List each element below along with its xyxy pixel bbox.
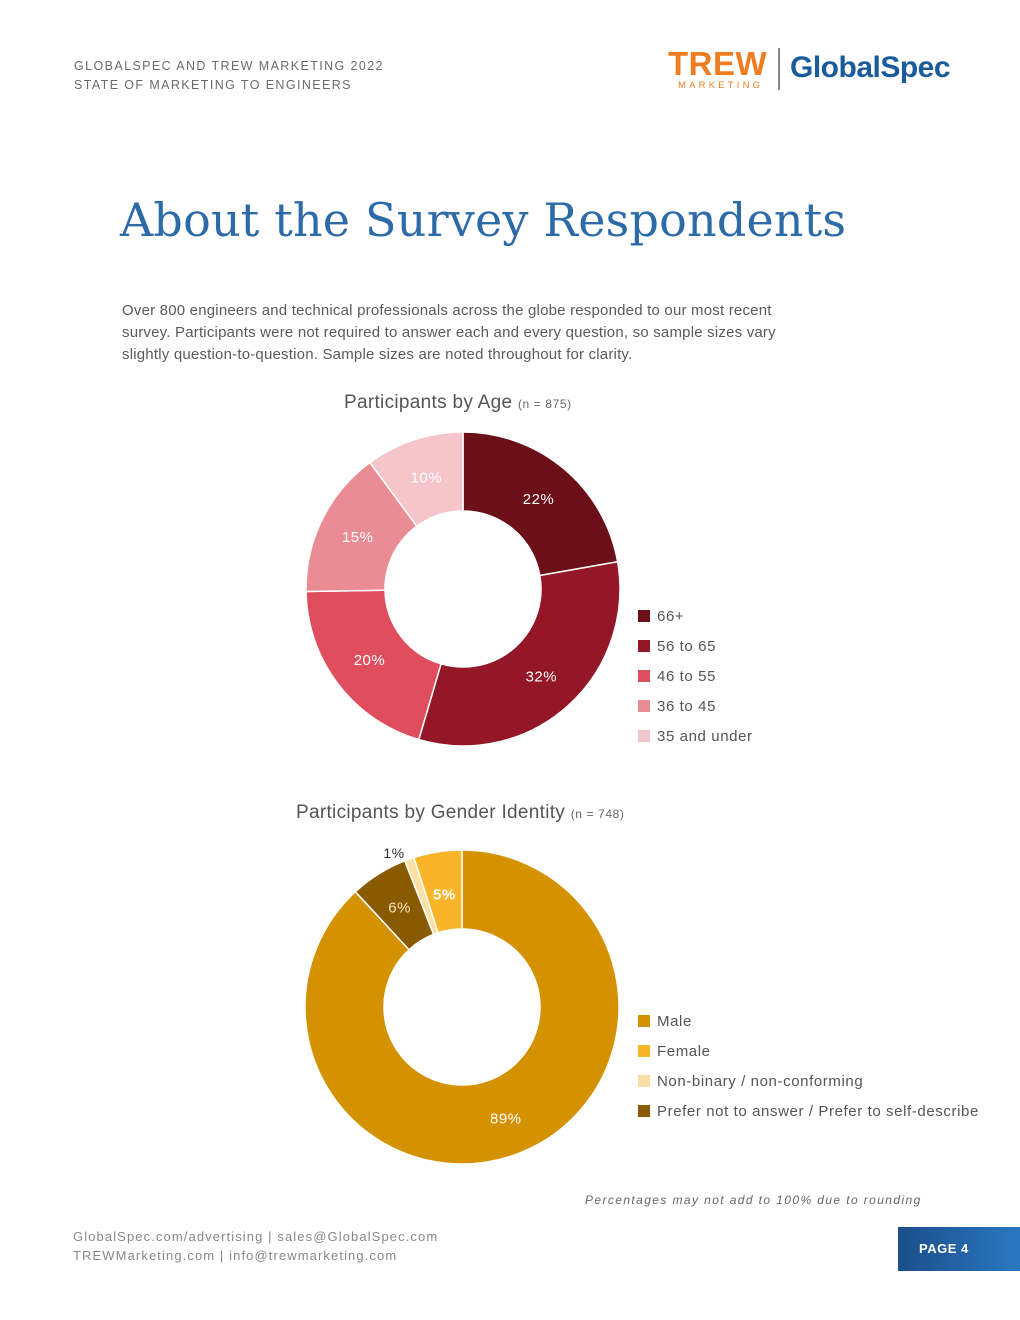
donut-slice (305, 589, 442, 741)
legend-item: Female (638, 1036, 979, 1066)
logos: TREW MARKETING GlobalSpec (668, 46, 958, 94)
donut-slice (462, 431, 619, 577)
slice-label: 32% (526, 669, 558, 686)
legend-label: 66+ (657, 607, 685, 625)
slice-label: 5% (433, 886, 456, 903)
header-text: GLOBALSPEC AND TREW MARKETING 2022 STATE… (74, 57, 384, 95)
donut-slice (417, 560, 621, 747)
legend-swatch (638, 610, 650, 622)
slice-label: 20% (354, 652, 386, 669)
legend-item: 56 to 65 (638, 631, 753, 661)
legend-swatch (638, 1045, 650, 1057)
donut-slice (304, 849, 620, 1165)
legend-item: Male (638, 1006, 979, 1036)
gender-chart-legend: Male Female Non-binary / non-conforming Pre… (638, 1006, 979, 1126)
legend-swatch (638, 640, 650, 652)
legend-label: 46 to 55 (657, 667, 717, 685)
legend-swatch (638, 700, 650, 712)
globalspec-logo: GlobalSpec (790, 51, 951, 84)
slice-label: 10% (411, 469, 443, 486)
legend-swatch (638, 670, 650, 682)
age-chart-legend: 66+ 56 to 65 46 to 55 36 to 45 35 and under (638, 601, 753, 751)
donut-slice (413, 849, 463, 934)
slice-label: 22% (523, 491, 555, 508)
legend-item: 36 to 45 (638, 691, 753, 721)
legend-label: 56 to 65 (657, 637, 717, 655)
age-chart-title: Participants by Age (n = 875) (344, 392, 572, 414)
rounding-note: Percentages may not add to 100% due to r… (585, 1193, 922, 1207)
footer-line-1: GlobalSpec.com/advertising | sales@Globa… (73, 1229, 439, 1244)
page-number-badge: PAGE 4 (898, 1227, 1020, 1271)
trew-logo-subtitle: MARKETING (678, 80, 764, 91)
legend-swatch (638, 1105, 650, 1117)
header-line-1: GLOBALSPEC AND TREW MARKETING 2022 (74, 59, 384, 73)
gender-chart-title-text: Participants by Gender Identity (296, 802, 566, 823)
header-line-2: STATE OF MARKETING TO ENGINEERS (74, 78, 352, 92)
legend-label: 35 and under (657, 727, 753, 745)
legend-label: Male (657, 1012, 692, 1030)
legend-item: Non-binary / non-conforming (638, 1066, 979, 1096)
logo-divider (778, 48, 780, 90)
legend-label: 36 to 45 (657, 697, 717, 715)
legend-item: 66+ (638, 601, 753, 631)
footer-line-2: TREWMarketing.com | info@trewmarketing.c… (73, 1248, 398, 1263)
age-chart-sample-size: (n = 875) (517, 397, 572, 411)
legend-item: 35 and under (638, 721, 753, 751)
donut-slice (368, 431, 464, 528)
footer-contacts: GlobalSpec.com/advertising | sales@Globa… (73, 1227, 438, 1265)
legend-swatch (638, 1015, 650, 1027)
legend-swatch (638, 730, 650, 742)
intro-paragraph: Over 800 engineers and technical profess… (122, 302, 776, 363)
page-title: About the Survey Respondents (120, 193, 847, 247)
slice-label: 89% (490, 1111, 522, 1128)
gender-chart-sample-size: (n = 748) (570, 807, 625, 821)
trew-logo: TREW (668, 45, 768, 82)
legend-item: Prefer not to answer / Prefer to self-de… (638, 1096, 979, 1126)
slice-label: 1% (383, 845, 404, 861)
age-chart-title-text: Participants by Age (344, 392, 513, 413)
slice-label: 15% (342, 529, 374, 546)
legend-label: Female (657, 1042, 711, 1060)
gender-chart-title: Participants by Gender Identity (n = 748… (296, 802, 624, 824)
gender-donut-chart: 89% 6% 1% 5% (304, 845, 620, 1165)
legend-label: Prefer not to answer / Prefer to self-de… (657, 1102, 979, 1120)
legend-item: 46 to 55 (638, 661, 753, 691)
legend-swatch (638, 1075, 650, 1087)
legend-label: Non-binary / non-conforming (657, 1072, 864, 1090)
slice-label: 6% (388, 899, 411, 916)
age-donut-chart: 22% 32% 20% 15% 10% (305, 431, 621, 747)
